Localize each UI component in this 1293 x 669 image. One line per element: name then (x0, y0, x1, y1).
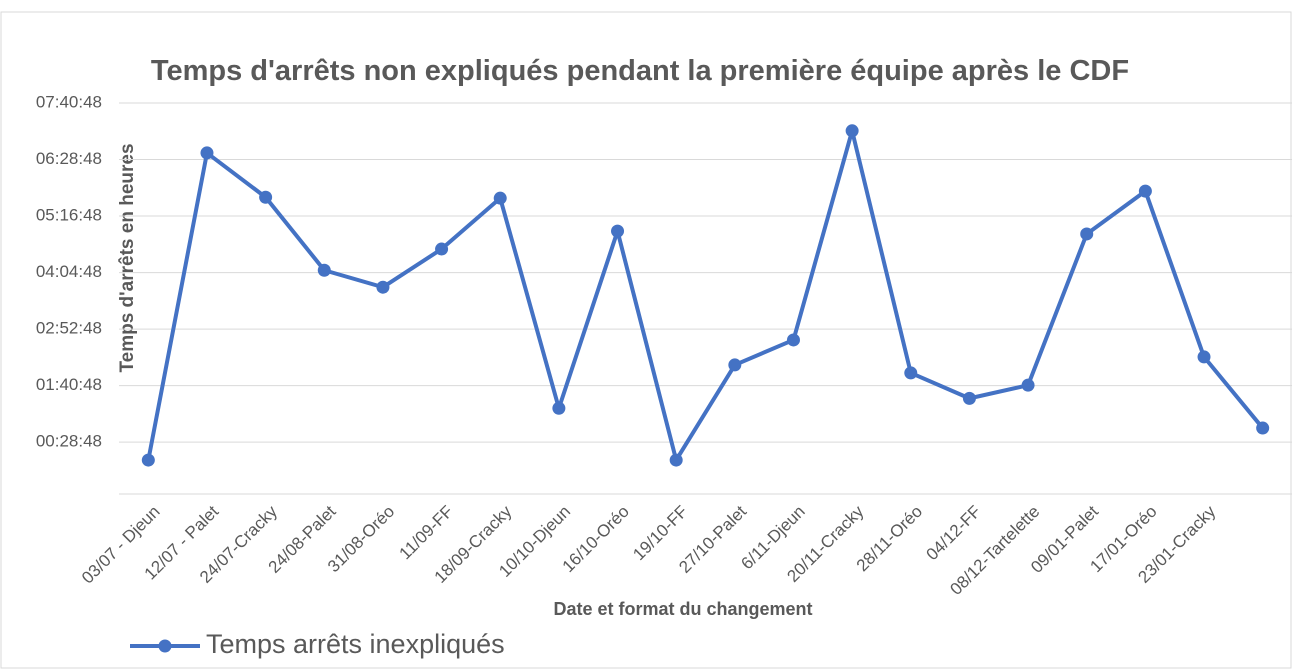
chart-title: Temps d'arrêts non expliqués pendant la … (150, 55, 1130, 87)
data-point (1256, 421, 1270, 435)
data-point (786, 333, 800, 347)
data-point (904, 366, 918, 380)
y-tick-label: 07:40:48 (36, 92, 102, 111)
data-point (141, 453, 155, 467)
x-tick-label: 04/12-FF (923, 502, 985, 564)
data-point (962, 391, 976, 405)
x-tick-label: 19/10-FF (629, 502, 691, 564)
data-point (317, 263, 331, 277)
y-tick-label: 00:28:48 (36, 432, 102, 451)
data-point (259, 190, 273, 204)
data-point (376, 280, 390, 294)
data-point (728, 358, 742, 372)
data-point (1197, 350, 1211, 364)
y-tick-label: 02:52:48 (36, 319, 102, 338)
chart-frame (0, 11, 1292, 669)
data-point (200, 146, 214, 160)
legend-label: Temps arrêts inexpliqués (206, 629, 505, 659)
data-point (611, 224, 625, 238)
data-point (1021, 378, 1035, 392)
y-tick-label: 05:16:48 (36, 206, 102, 225)
y-tick-label: 04:04:48 (36, 262, 102, 281)
legend-marker (158, 639, 172, 653)
x-axis-label: Date et format du changement (553, 599, 812, 619)
data-point (669, 453, 683, 467)
data-point (493, 191, 507, 205)
y-axis-label: Temps d'arrêts en heures (117, 143, 138, 372)
data-point (1138, 184, 1152, 198)
y-tick-label: 06:28:48 (36, 149, 102, 168)
data-point (435, 242, 449, 256)
data-point (552, 401, 566, 415)
x-tick-label: 11/09-FF (396, 502, 457, 563)
y-tick-label: 01:40:48 (36, 375, 102, 394)
line-series (146, 128, 1265, 463)
data-point (845, 124, 859, 138)
data-point (1080, 227, 1094, 241)
